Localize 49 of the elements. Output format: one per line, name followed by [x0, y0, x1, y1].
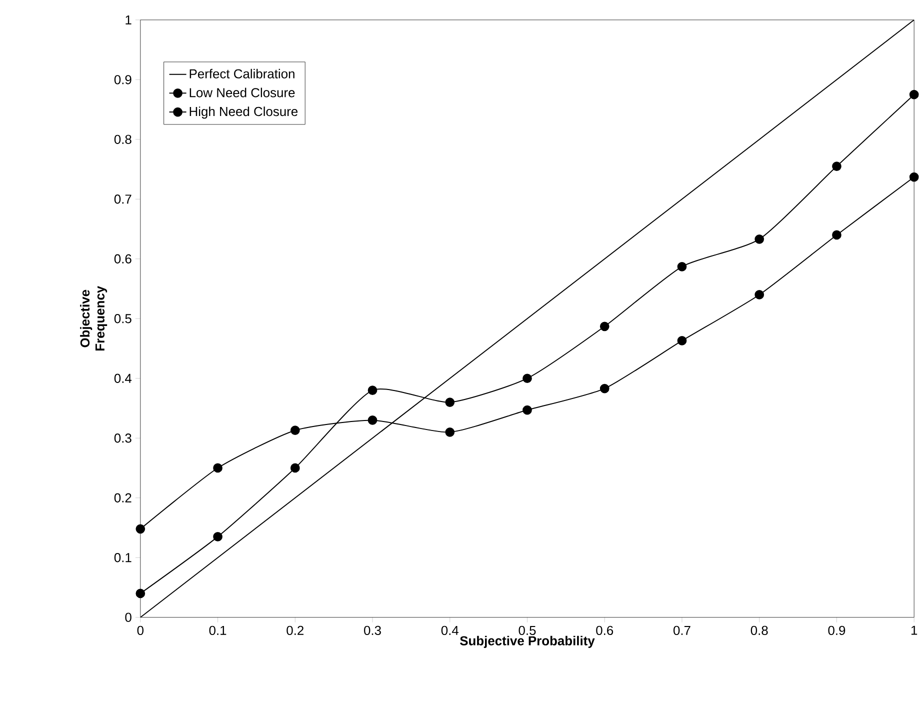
point	[445, 427, 455, 437]
y-tick-label: 0.9	[114, 75, 132, 84]
x-tick-label: 1	[911, 626, 918, 635]
point	[909, 90, 919, 100]
x-tick-label: 0	[137, 626, 144, 636]
point	[368, 416, 378, 425]
point	[600, 384, 610, 394]
point	[832, 162, 842, 171]
y-tick-label: 0.4	[114, 374, 132, 383]
y-tick-label: 0.1	[114, 553, 132, 562]
legend-label: Low Need Closure	[190, 88, 295, 98]
x-tick-label: 0.5	[518, 626, 536, 636]
y-tick-label: 0.3	[114, 434, 132, 443]
legend-label: High Need Closure	[190, 106, 298, 119]
point	[290, 426, 300, 436]
point	[832, 230, 842, 240]
x-tick-label: 0.3	[364, 626, 381, 636]
point	[522, 405, 532, 415]
point	[213, 532, 222, 542]
x-tick-label: 0.8	[750, 626, 768, 636]
y-tick-label: 0.2	[114, 493, 132, 502]
y-tick-label: 0.5	[114, 314, 132, 324]
x-tick-label: 0.9	[828, 626, 846, 636]
x-tick-label: 0.1	[209, 626, 226, 636]
point	[213, 463, 222, 473]
x-axis-title: Subjective Probability	[460, 636, 595, 648]
point	[290, 463, 300, 473]
point	[445, 398, 455, 407]
x-tick-label: 0.7	[673, 626, 690, 636]
y-tick-label: 0.7	[114, 194, 132, 204]
point	[600, 322, 610, 332]
y-tick-label: 0.6	[114, 254, 132, 264]
y-tick-label: 0	[125, 612, 132, 622]
y-tick-label: 0.8	[114, 134, 132, 144]
x-tick-label: 0.2	[286, 626, 304, 636]
legend-label: Perfect Calibration	[190, 68, 294, 78]
point	[368, 386, 378, 396]
y-tick-label: 1	[126, 15, 132, 24]
point	[136, 588, 146, 598]
point	[754, 234, 764, 244]
x-tick-label: 0.4	[441, 626, 458, 636]
point	[136, 524, 146, 534]
point	[677, 262, 687, 272]
x-tick-label: 0.6	[596, 626, 614, 636]
y-axis-title: Objective Frequency	[80, 286, 108, 351]
point	[522, 374, 532, 384]
point	[677, 336, 687, 346]
point	[909, 172, 919, 182]
point	[754, 290, 764, 300]
